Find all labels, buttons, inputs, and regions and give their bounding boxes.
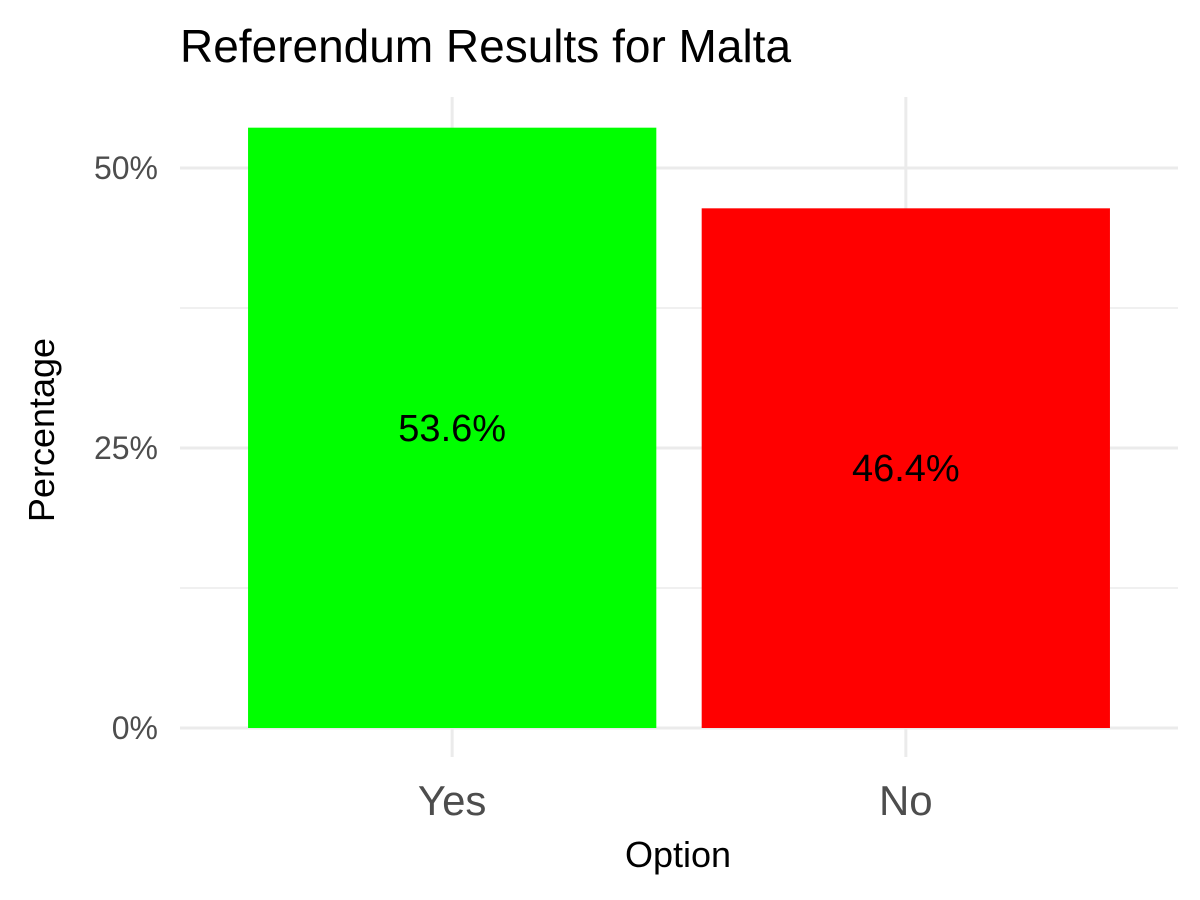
x-axis-title: Option: [625, 834, 731, 875]
bar-label-yes: 53.6%: [398, 408, 506, 450]
bar-label-no: 46.4%: [852, 448, 960, 490]
y-tick-label: 0%: [112, 710, 158, 746]
tick-layer: 0% 25% 50% Yes No: [94, 150, 933, 824]
bar-yes: [248, 127, 657, 729]
x-tick-label: Yes: [418, 777, 487, 824]
bar-no: [701, 208, 1110, 728]
x-tick-label: No: [879, 777, 933, 824]
chart-title: Referendum Results for Malta: [180, 20, 791, 72]
y-tick-label: 25%: [94, 430, 158, 466]
y-tick-label: 50%: [94, 150, 158, 186]
bar-layer: 53.6% 46.4%: [248, 127, 1110, 729]
y-axis-title: Percentage: [21, 338, 62, 522]
